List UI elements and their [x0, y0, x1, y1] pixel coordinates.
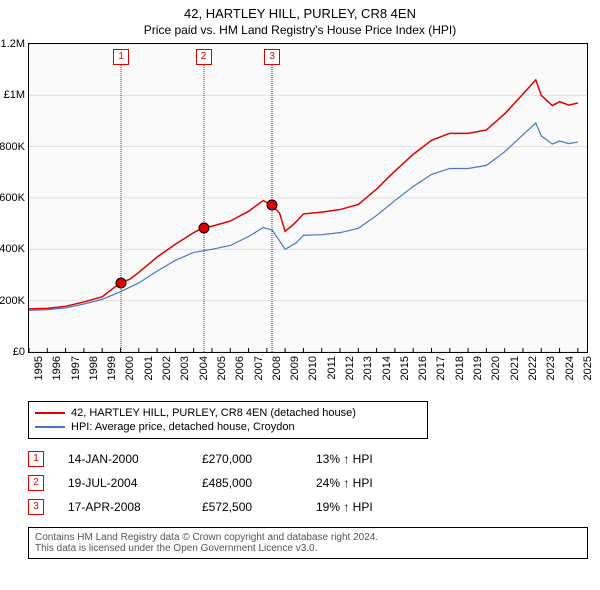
- x-tick-label: 2019: [472, 356, 484, 380]
- y-tick-label: £0: [13, 346, 25, 358]
- attribution-line2: This data is licensed under the Open Gov…: [35, 543, 581, 554]
- legend-swatch: [35, 412, 65, 414]
- x-tick-label: 2014: [381, 356, 393, 380]
- sale-price: £485,000: [202, 476, 292, 490]
- y-tick-label: £1M: [4, 89, 25, 101]
- x-tick-label: 2022: [527, 356, 539, 380]
- x-tick-label: 2001: [143, 356, 155, 380]
- chart-title: 42, HARTLEY HILL, PURLEY, CR8 4EN: [8, 6, 592, 21]
- sale-marker: [198, 222, 209, 233]
- legend-item: HPI: Average price, detached house, Croy…: [35, 420, 421, 434]
- plot-area: £0£200K£400K£600K£800K£1M£1.2M1995199619…: [28, 43, 588, 353]
- x-tick-label: 2023: [545, 356, 557, 380]
- sale-index: 2: [28, 475, 44, 491]
- sale-index: 1: [28, 451, 44, 467]
- x-tick-label: 2021: [509, 356, 521, 380]
- x-tick-label: 2006: [234, 356, 246, 380]
- x-tick-label: 2002: [161, 356, 173, 380]
- x-tick-label: 2000: [124, 356, 136, 380]
- legend-swatch: [35, 426, 65, 428]
- sale-date: 19-JUL-2004: [68, 476, 178, 490]
- y-tick-label: £200K: [0, 295, 25, 307]
- sale-marker: [267, 200, 278, 211]
- x-tick-label: 2012: [344, 356, 356, 380]
- x-tick-label: 2020: [490, 356, 502, 380]
- attribution: Contains HM Land Registry data © Crown c…: [28, 527, 588, 559]
- sale-guideline: [203, 64, 204, 352]
- sale-row: 2 19-JUL-2004 £485,000 24% ↑ HPI: [28, 471, 592, 495]
- x-tick-label: 2024: [564, 356, 576, 380]
- sales-table: 1 14-JAN-2000 £270,000 13% ↑ HPI 2 19-JUL-200…: [28, 447, 592, 519]
- x-tick-label: 1997: [70, 356, 82, 380]
- sale-date: 14-JAN-2000: [68, 452, 178, 466]
- y-tick-label: £800K: [0, 141, 25, 153]
- x-tick-label: 1998: [88, 356, 100, 380]
- x-tick-label: 1995: [33, 356, 45, 380]
- sale-hpi: 24% ↑ HPI: [316, 476, 373, 490]
- x-tick-label: 2011: [326, 356, 338, 380]
- sale-date: 17-APR-2008: [68, 500, 178, 514]
- x-tick-label: 2025: [582, 356, 594, 380]
- x-tick-label: 2003: [179, 356, 191, 380]
- x-tick-label: 2009: [289, 356, 301, 380]
- sale-guideline: [121, 64, 122, 352]
- legend-item: 42, HARTLEY HILL, PURLEY, CR8 4EN (detac…: [35, 406, 421, 420]
- sale-price: £270,000: [202, 452, 292, 466]
- sale-index: 3: [28, 499, 44, 515]
- x-tick-label: 2013: [362, 356, 374, 380]
- x-tick-label: 2008: [271, 356, 283, 380]
- sale-flag: 3: [264, 49, 280, 65]
- chart-titles: 42, HARTLEY HILL, PURLEY, CR8 4EN Price …: [8, 6, 592, 37]
- x-tick-label: 2017: [435, 356, 447, 380]
- legend: 42, HARTLEY HILL, PURLEY, CR8 4EN (detac…: [28, 401, 428, 439]
- sale-row: 3 17-APR-2008 £572,500 19% ↑ HPI: [28, 495, 592, 519]
- x-tick-label: 2015: [399, 356, 411, 380]
- chart-container: 42, HARTLEY HILL, PURLEY, CR8 4EN Price …: [0, 0, 600, 567]
- x-tick-label: 2004: [198, 356, 210, 380]
- x-tick-label: 2010: [307, 356, 319, 380]
- x-tick-label: 2007: [253, 356, 265, 380]
- x-tick-label: 2005: [216, 356, 228, 380]
- y-tick-label: £400K: [0, 243, 25, 255]
- x-tick-label: 1996: [51, 356, 63, 380]
- y-tick-label: £600K: [0, 192, 25, 204]
- legend-label: HPI: Average price, detached house, Croy…: [71, 421, 295, 433]
- x-tick-label: 1999: [106, 356, 118, 380]
- x-tick-label: 2018: [454, 356, 466, 380]
- sale-hpi: 19% ↑ HPI: [316, 500, 373, 514]
- sale-price: £572,500: [202, 500, 292, 514]
- plot-svg: [29, 44, 587, 352]
- sale-flag: 2: [196, 49, 212, 65]
- sale-flag: 1: [113, 49, 129, 65]
- sale-row: 1 14-JAN-2000 £270,000 13% ↑ HPI: [28, 447, 592, 471]
- attribution-line1: Contains HM Land Registry data © Crown c…: [35, 532, 581, 543]
- sale-hpi: 13% ↑ HPI: [316, 452, 373, 466]
- chart-subtitle: Price paid vs. HM Land Registry's House …: [8, 23, 592, 37]
- y-tick-label: £1.2M: [0, 38, 25, 50]
- sale-marker: [116, 277, 127, 288]
- x-tick-label: 2016: [417, 356, 429, 380]
- legend-label: 42, HARTLEY HILL, PURLEY, CR8 4EN (detac…: [71, 407, 356, 419]
